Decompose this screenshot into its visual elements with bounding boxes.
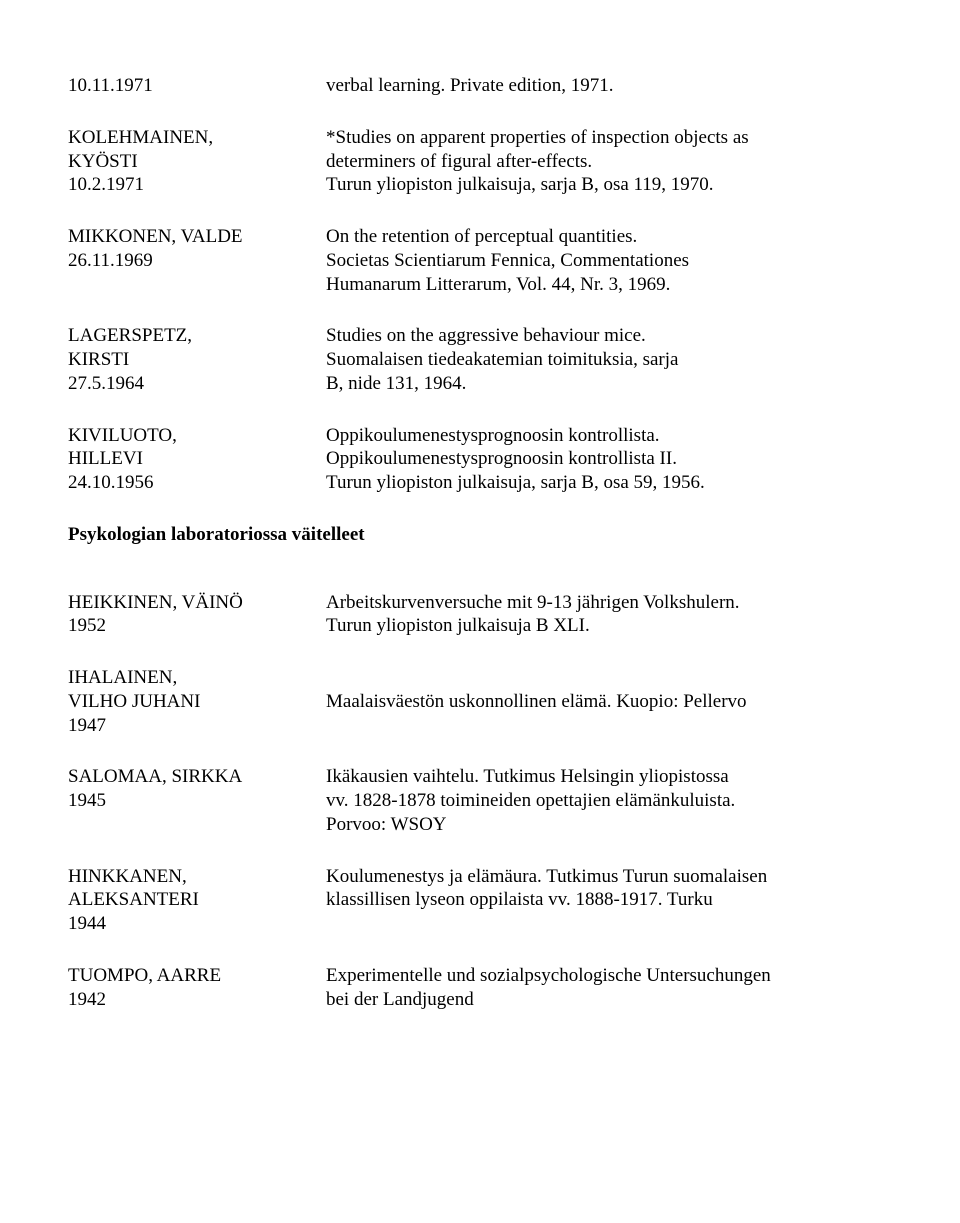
entry-description: Koulumenestys ja elämäura. Tutkimus Turu… (326, 865, 892, 936)
entry-right-line: Porvoo: WSOY (326, 813, 892, 837)
entry-left-line: KIVILUOTO, (68, 424, 316, 448)
entry-author-date: LAGERSPETZ,KIRSTI27.5.1964 (68, 324, 326, 395)
entry-author-date: 10.11.1971 (68, 74, 326, 98)
entry-right-line: vv. 1828-1878 toimineiden opettajien elä… (326, 789, 892, 813)
entry-author-date: TUOMPO, AARRE1942 (68, 964, 326, 1012)
entry-description: On the retention of perceptual quantitie… (326, 225, 892, 296)
entry-right-line: verbal learning. Private edition, 1971. (326, 74, 892, 98)
entry-description: verbal learning. Private edition, 1971. (326, 74, 892, 98)
entry-right-line: klassillisen lyseon oppilaista vv. 1888-… (326, 888, 892, 912)
entry-description: Experimentelle und sozialpsychologische … (326, 964, 892, 1012)
entry-left-line: 10.11.1971 (68, 74, 316, 98)
entry-right-line: Oppikoulumenestysprognoosin kontrollista… (326, 447, 892, 471)
entry-author-date: KIVILUOTO,HILLEVI24.10.1956 (68, 424, 326, 495)
entry-right-line: Experimentelle und sozialpsychologische … (326, 964, 892, 988)
entry-right-line: Oppikoulumenestysprognoosin kontrollista… (326, 424, 892, 448)
entry-left-line: 10.2.1971 (68, 173, 316, 197)
entry-left-line: MIKKONEN, VALDE (68, 225, 316, 249)
entry-right-line: Ikäkausien vaihtelu. Tutkimus Helsingin … (326, 765, 892, 789)
entry-left-line: SALOMAA, SIRKKA (68, 765, 316, 789)
entry-right-line: Koulumenestys ja elämäura. Tutkimus Turu… (326, 865, 892, 889)
entry-right-line: Studies on the aggressive behaviour mice… (326, 324, 892, 348)
entry-left-line: 24.10.1956 (68, 471, 316, 495)
entry-list-top: 10.11.1971 verbal learning. Private editi… (68, 74, 892, 495)
section-heading: Psykologian laboratoriossa väitelleet (68, 523, 892, 547)
entry-author-date: HEIKKINEN, VÄINÖ1952 (68, 591, 326, 639)
entry-description: Studies on the aggressive behaviour mice… (326, 324, 892, 395)
entry-left-line: HILLEVI (68, 447, 316, 471)
entry-left-line: IHALAINEN, (68, 666, 316, 690)
entry-left-line: LAGERSPETZ, (68, 324, 316, 348)
entry-left-line: 1942 (68, 988, 316, 1012)
entry-right-line: Humanarum Litterarum, Vol. 44, Nr. 3, 19… (326, 273, 892, 297)
entry-right-line: Suomalaisen tiedeakatemian toimituksia, … (326, 348, 892, 372)
entry-row: HINKKANEN,ALEKSANTERI1944Koulumenestys j… (68, 865, 892, 936)
entry-right-line: *Studies on apparent properties of inspe… (326, 126, 892, 150)
entry-row: IHALAINEN,VILHO JUHANI1947 Maalaisväestö… (68, 666, 892, 737)
entry-left-line: HINKKANEN, (68, 865, 316, 889)
entry-right-line: Turun yliopiston julkaisuja, sarja B, os… (326, 471, 892, 495)
entry-description: Arbeitskurvenversuche mit 9-13 jährigen … (326, 591, 892, 639)
entry-right-line: bei der Landjugend (326, 988, 892, 1012)
entry-left-line: 1944 (68, 912, 316, 936)
entry-left-line: KOLEHMAINEN, (68, 126, 316, 150)
entry-description: Maalaisväestön uskonnollinen elämä. Kuop… (326, 666, 892, 737)
entry-right-line: Societas Scientiarum Fennica, Commentati… (326, 249, 892, 273)
entry-author-date: SALOMAA, SIRKKA1945 (68, 765, 326, 836)
entry-right-line: Maalaisväestön uskonnollinen elämä. Kuop… (326, 690, 892, 714)
entry-right-line: determiners of figural after-effects. (326, 150, 892, 174)
entry-author-date: MIKKONEN, VALDE26.11.1969 (68, 225, 326, 296)
entry-description: *Studies on apparent properties of inspe… (326, 126, 892, 197)
entry-right-line (326, 666, 892, 690)
entry-left-line: 1945 (68, 789, 316, 813)
entry-left-line: TUOMPO, AARRE (68, 964, 316, 988)
entry-description: Oppikoulumenestysprognoosin kontrollista… (326, 424, 892, 495)
entry-row: LAGERSPETZ,KIRSTI27.5.1964Studies on the… (68, 324, 892, 395)
entry-list-bottom: HEIKKINEN, VÄINÖ1952Arbeitskurvenversuch… (68, 591, 892, 1012)
entry-author-date: HINKKANEN,ALEKSANTERI1944 (68, 865, 326, 936)
entry-left-line: 26.11.1969 (68, 249, 316, 273)
entry-row: MIKKONEN, VALDE26.11.1969On the retentio… (68, 225, 892, 296)
entry-author-date: KOLEHMAINEN,KYÖSTI10.2.1971 (68, 126, 326, 197)
entry-left-line: KIRSTI (68, 348, 316, 372)
entry-row: HEIKKINEN, VÄINÖ1952Arbeitskurvenversuch… (68, 591, 892, 639)
entry-row: TUOMPO, AARRE1942Experimentelle und sozi… (68, 964, 892, 1012)
entry-row: SALOMAA, SIRKKA1945Ikäkausien vaihtelu. … (68, 765, 892, 836)
entry-author-date: IHALAINEN,VILHO JUHANI1947 (68, 666, 326, 737)
entry-row: 10.11.1971 verbal learning. Private editi… (68, 74, 892, 98)
entry-left-line: VILHO JUHANI (68, 690, 316, 714)
entry-left-line: 27.5.1964 (68, 372, 316, 396)
entry-description: Ikäkausien vaihtelu. Tutkimus Helsingin … (326, 765, 892, 836)
entry-right-line: Turun yliopiston julkaisuja, sarja B, os… (326, 173, 892, 197)
entry-left-line: HEIKKINEN, VÄINÖ (68, 591, 316, 615)
entry-left-line: KYÖSTI (68, 150, 316, 174)
entry-right-line: Turun yliopiston julkaisuja B XLI. (326, 614, 892, 638)
entry-left-line: ALEKSANTERI (68, 888, 316, 912)
entry-right-line: Arbeitskurvenversuche mit 9-13 jährigen … (326, 591, 892, 615)
entry-row: KIVILUOTO,HILLEVI24.10.1956Oppikoulumene… (68, 424, 892, 495)
entry-left-line: 1952 (68, 614, 316, 638)
entry-row: KOLEHMAINEN,KYÖSTI10.2.1971*Studies on a… (68, 126, 892, 197)
entry-right-line: On the retention of perceptual quantitie… (326, 225, 892, 249)
entry-right-line: B, nide 131, 1964. (326, 372, 892, 396)
entry-left-line: 1947 (68, 714, 316, 738)
